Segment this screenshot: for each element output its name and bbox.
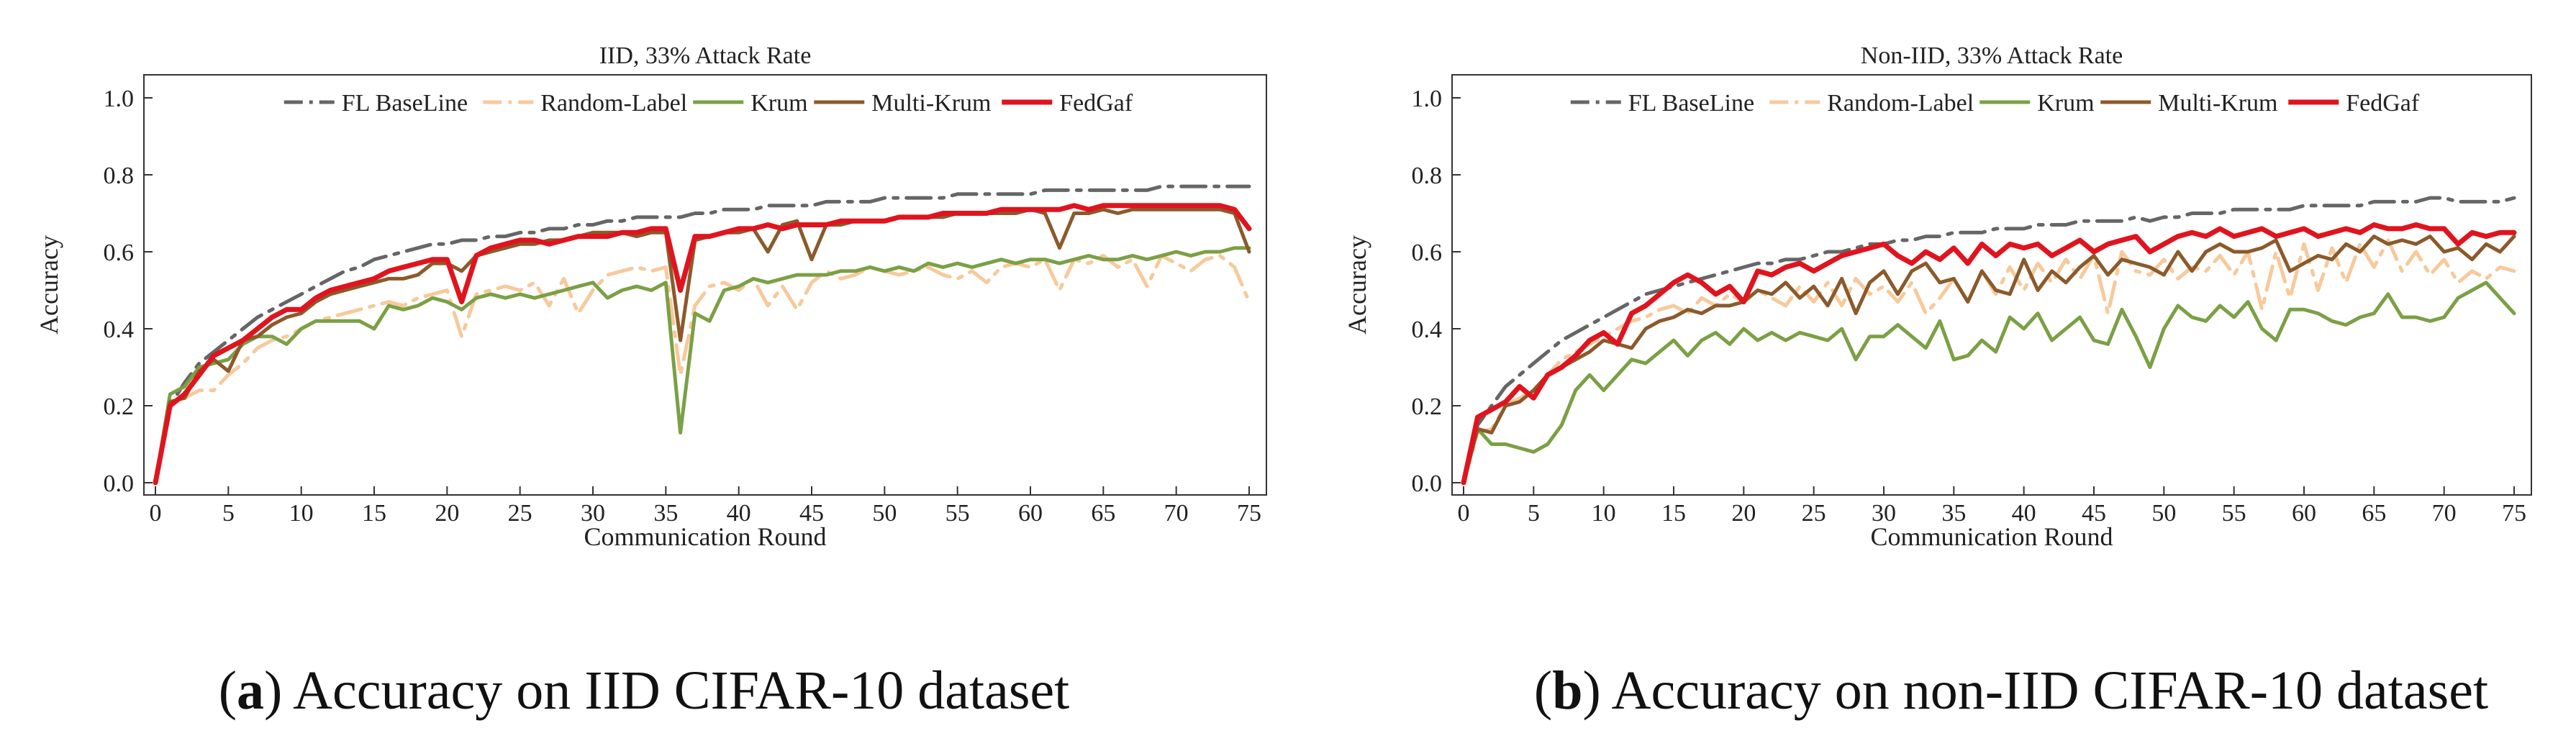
series-line-krum	[1461, 281, 2516, 485]
legend-entry: Random-Label	[1827, 90, 1974, 117]
chart-title: IID, 33% Attack Rate	[599, 42, 812, 69]
series-line-fl-baseline	[153, 184, 1251, 485]
legend-entry: Multi-Krum	[871, 90, 991, 117]
y-axis-label: Accuracy	[1343, 235, 1371, 335]
series-line-fedgaf	[153, 203, 1252, 486]
x-tick-label: 20	[1731, 500, 1756, 527]
series-line-random-label	[1461, 238, 2516, 485]
figure-caption: (a) Accuracy on IID CIFAR-10 dataset	[219, 660, 1070, 721]
x-tick-label: 35	[1941, 500, 1966, 527]
x-axis-label: Communication Round	[1871, 522, 2113, 551]
x-tick-label: 0	[150, 500, 162, 527]
series-line-krum	[153, 246, 1251, 485]
x-tick-label: 5	[1528, 500, 1540, 527]
x-tick-label: 20	[435, 500, 459, 527]
y-tick-label: 0.2	[104, 394, 135, 420]
x-tick-label: 10	[1592, 500, 1616, 527]
x-tick-label: 0	[1458, 500, 1470, 527]
chart-panel-2: Non-IID, 33% Attack Rate 0.0 0.2 0.4 0.6 0.8 1…	[1343, 42, 2532, 721]
series-line-fl-baseline	[1461, 196, 2516, 485]
y-tick-label: 0.4	[1412, 317, 1443, 343]
legend-entry: Random-Label	[540, 90, 687, 117]
x-tick-label: 25	[1802, 500, 1826, 527]
chart-panel-1: IID, 33% Attack Rate 0.0 0.2 0.4 0.6 0.8 1.0 0 5…	[35, 42, 1267, 721]
y-tick-label: 0.2	[1412, 394, 1443, 420]
plot-frame	[143, 74, 1267, 496]
x-tick-label: 45	[799, 500, 824, 527]
y-tick-label: 0.4	[104, 317, 135, 343]
chart-title: Non-IID, 33% Attack Rate	[1861, 42, 2123, 69]
x-tick-label: 10	[289, 500, 314, 527]
x-tick-label: 55	[945, 500, 970, 527]
legend: FL BaseLine Random-Label Krum Multi-Krum Fed…	[284, 90, 1133, 117]
x-tick-label: 50	[872, 500, 897, 527]
legend: FL BaseLine Random-Label Krum Multi-Krum Fed…	[1570, 90, 2420, 117]
legend-entry: FedGaf	[1059, 90, 1133, 117]
x-tick-label: 55	[2222, 500, 2246, 527]
series-line-random-label	[153, 253, 1251, 485]
legend-entry: Krum	[2037, 90, 2094, 117]
x-tick-label: 60	[1018, 500, 1043, 527]
legend-entry: FL BaseLine	[342, 90, 468, 117]
series-line-fedgaf	[1461, 222, 2517, 486]
x-tick-label: 65	[2362, 500, 2386, 527]
series-line-multi-krum	[1461, 235, 2516, 485]
y-tick-label: 0.0	[1412, 470, 1443, 497]
x-tick-label: 75	[2502, 500, 2526, 527]
x-tick-label: 70	[1164, 500, 1189, 527]
figure-caption: (b) Accuracy on non-IID CIFAR-10 dataset	[1534, 660, 2488, 721]
x-tick-label: 30	[1872, 500, 1896, 527]
y-tick-label: 0.8	[104, 163, 135, 189]
x-tick-label: 40	[727, 500, 751, 527]
y-tick-label: 0.0	[104, 470, 135, 497]
plot-frame	[1451, 74, 2532, 496]
x-tick-label: 15	[1661, 500, 1686, 527]
x-tick-label: 30	[581, 500, 605, 527]
legend-entry: FL BaseLine	[1628, 90, 1754, 117]
legend-entry: Krum	[750, 90, 807, 117]
x-tick-label: 45	[2082, 500, 2106, 527]
y-tick-label: 0.8	[1412, 163, 1443, 189]
y-tick-label: 1.0	[1412, 86, 1443, 112]
x-tick-label: 25	[508, 500, 532, 527]
y-axis-label: Accuracy	[35, 235, 63, 335]
x-tick-label: 60	[2292, 500, 2316, 527]
x-tick-label: 15	[362, 500, 386, 527]
x-tick-label: 50	[2151, 500, 2176, 527]
x-tick-label: 5	[222, 500, 235, 527]
y-tick-label: 0.6	[104, 240, 135, 266]
x-tick-label: 35	[653, 500, 678, 527]
y-tick-label: 0.6	[1412, 240, 1443, 266]
x-tick-label: 75	[1237, 500, 1261, 527]
x-axis-label: Communication Round	[584, 522, 827, 551]
legend-entry: FedGaf	[2346, 90, 2420, 117]
series-line-multi-krum	[153, 207, 1251, 485]
legend-entry: Multi-Krum	[2158, 90, 2277, 117]
x-tick-label: 65	[1091, 500, 1115, 527]
x-tick-label: 70	[2432, 500, 2457, 527]
y-tick-label: 1.0	[104, 86, 135, 112]
x-tick-label: 40	[2012, 500, 2036, 527]
